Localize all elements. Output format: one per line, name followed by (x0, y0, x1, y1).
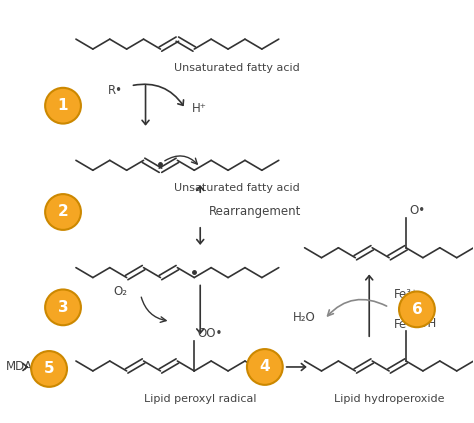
Text: H⁺: H⁺ (192, 102, 207, 115)
Circle shape (45, 289, 81, 325)
Text: 3: 3 (58, 300, 68, 315)
Text: 1: 1 (58, 98, 68, 113)
Text: 2: 2 (58, 204, 68, 220)
Circle shape (247, 349, 283, 385)
Text: OO•: OO• (197, 327, 223, 340)
Text: Unsaturated fatty acid: Unsaturated fatty acid (174, 63, 300, 73)
Text: H₂O: H₂O (293, 311, 316, 324)
Text: OOH: OOH (409, 317, 436, 330)
Circle shape (45, 88, 81, 124)
Text: Fe²⁺: Fe²⁺ (394, 318, 418, 331)
Circle shape (31, 351, 67, 387)
Text: Fe³⁺: Fe³⁺ (394, 288, 418, 301)
Text: 5: 5 (44, 362, 55, 376)
Text: Lipid hydroperoxide: Lipid hydroperoxide (334, 394, 444, 404)
Text: Lipid peroxyl radical: Lipid peroxyl radical (144, 394, 256, 404)
Text: R•: R• (108, 84, 123, 97)
Text: 4: 4 (260, 360, 270, 374)
Text: 6: 6 (411, 302, 422, 317)
Text: O₂: O₂ (114, 285, 128, 298)
Circle shape (399, 291, 435, 327)
Text: Unsaturated fatty acid: Unsaturated fatty acid (174, 183, 300, 193)
Text: O•: O• (409, 203, 425, 217)
Circle shape (45, 194, 81, 230)
Text: MDA: MDA (6, 360, 33, 374)
Text: Rearrangement: Rearrangement (209, 206, 301, 219)
